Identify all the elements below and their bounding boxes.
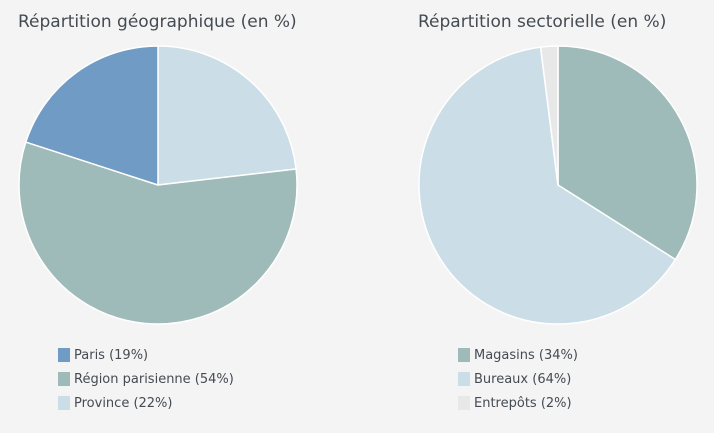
legend-swatch bbox=[458, 396, 470, 410]
geographic-chart-title: Répartition géographique (en %) bbox=[18, 12, 297, 32]
legend-swatch bbox=[458, 348, 470, 362]
legend-label: Magasins (34%) bbox=[474, 347, 578, 363]
pie-slice-entrepots bbox=[539, 45, 559, 186]
sector-chart-panel: Répartition sectorielle (en %) Magasins … bbox=[400, 0, 714, 433]
geographic-chart-panel: Répartition géographique (en %) Paris (1… bbox=[0, 0, 340, 433]
pie-slice-magasins bbox=[557, 45, 698, 261]
legend-item-entrepots: Entrepôts (2%) bbox=[458, 391, 578, 415]
geographic-legend: Paris (19%) Région parisienne (54%) Provin… bbox=[58, 343, 234, 415]
legend-item-magasins: Magasins (34%) bbox=[458, 343, 578, 367]
legend-label: Bureaux (64%) bbox=[474, 371, 572, 387]
legend-swatch bbox=[458, 372, 470, 386]
legend-swatch bbox=[58, 372, 70, 386]
pie-slice-region-parisienne bbox=[18, 141, 298, 325]
pie-slice-province bbox=[157, 45, 297, 186]
legend-item-province: Province (22%) bbox=[58, 391, 234, 415]
legend-label: Région parisienne (54%) bbox=[74, 371, 234, 387]
pie-slice-paris bbox=[25, 45, 159, 186]
legend-label: Province (22%) bbox=[74, 395, 173, 411]
legend-label: Paris (19%) bbox=[74, 347, 149, 363]
sector-chart-title: Répartition sectorielle (en %) bbox=[418, 12, 667, 32]
legend-label: Entrepôts (2%) bbox=[474, 395, 572, 411]
legend-item-bureaux: Bureaux (64%) bbox=[458, 367, 578, 391]
legend-swatch bbox=[58, 396, 70, 410]
legend-item-region-parisienne: Région parisienne (54%) bbox=[58, 367, 234, 391]
geographic-pie-chart bbox=[18, 45, 298, 325]
legend-item-paris: Paris (19%) bbox=[58, 343, 234, 367]
sector-legend: Magasins (34%) Bureaux (64%) Entrepôts (2%… bbox=[458, 343, 578, 415]
pie-slice-bureaux bbox=[418, 46, 677, 325]
legend-swatch bbox=[58, 348, 70, 362]
sector-pie-chart bbox=[418, 45, 698, 325]
